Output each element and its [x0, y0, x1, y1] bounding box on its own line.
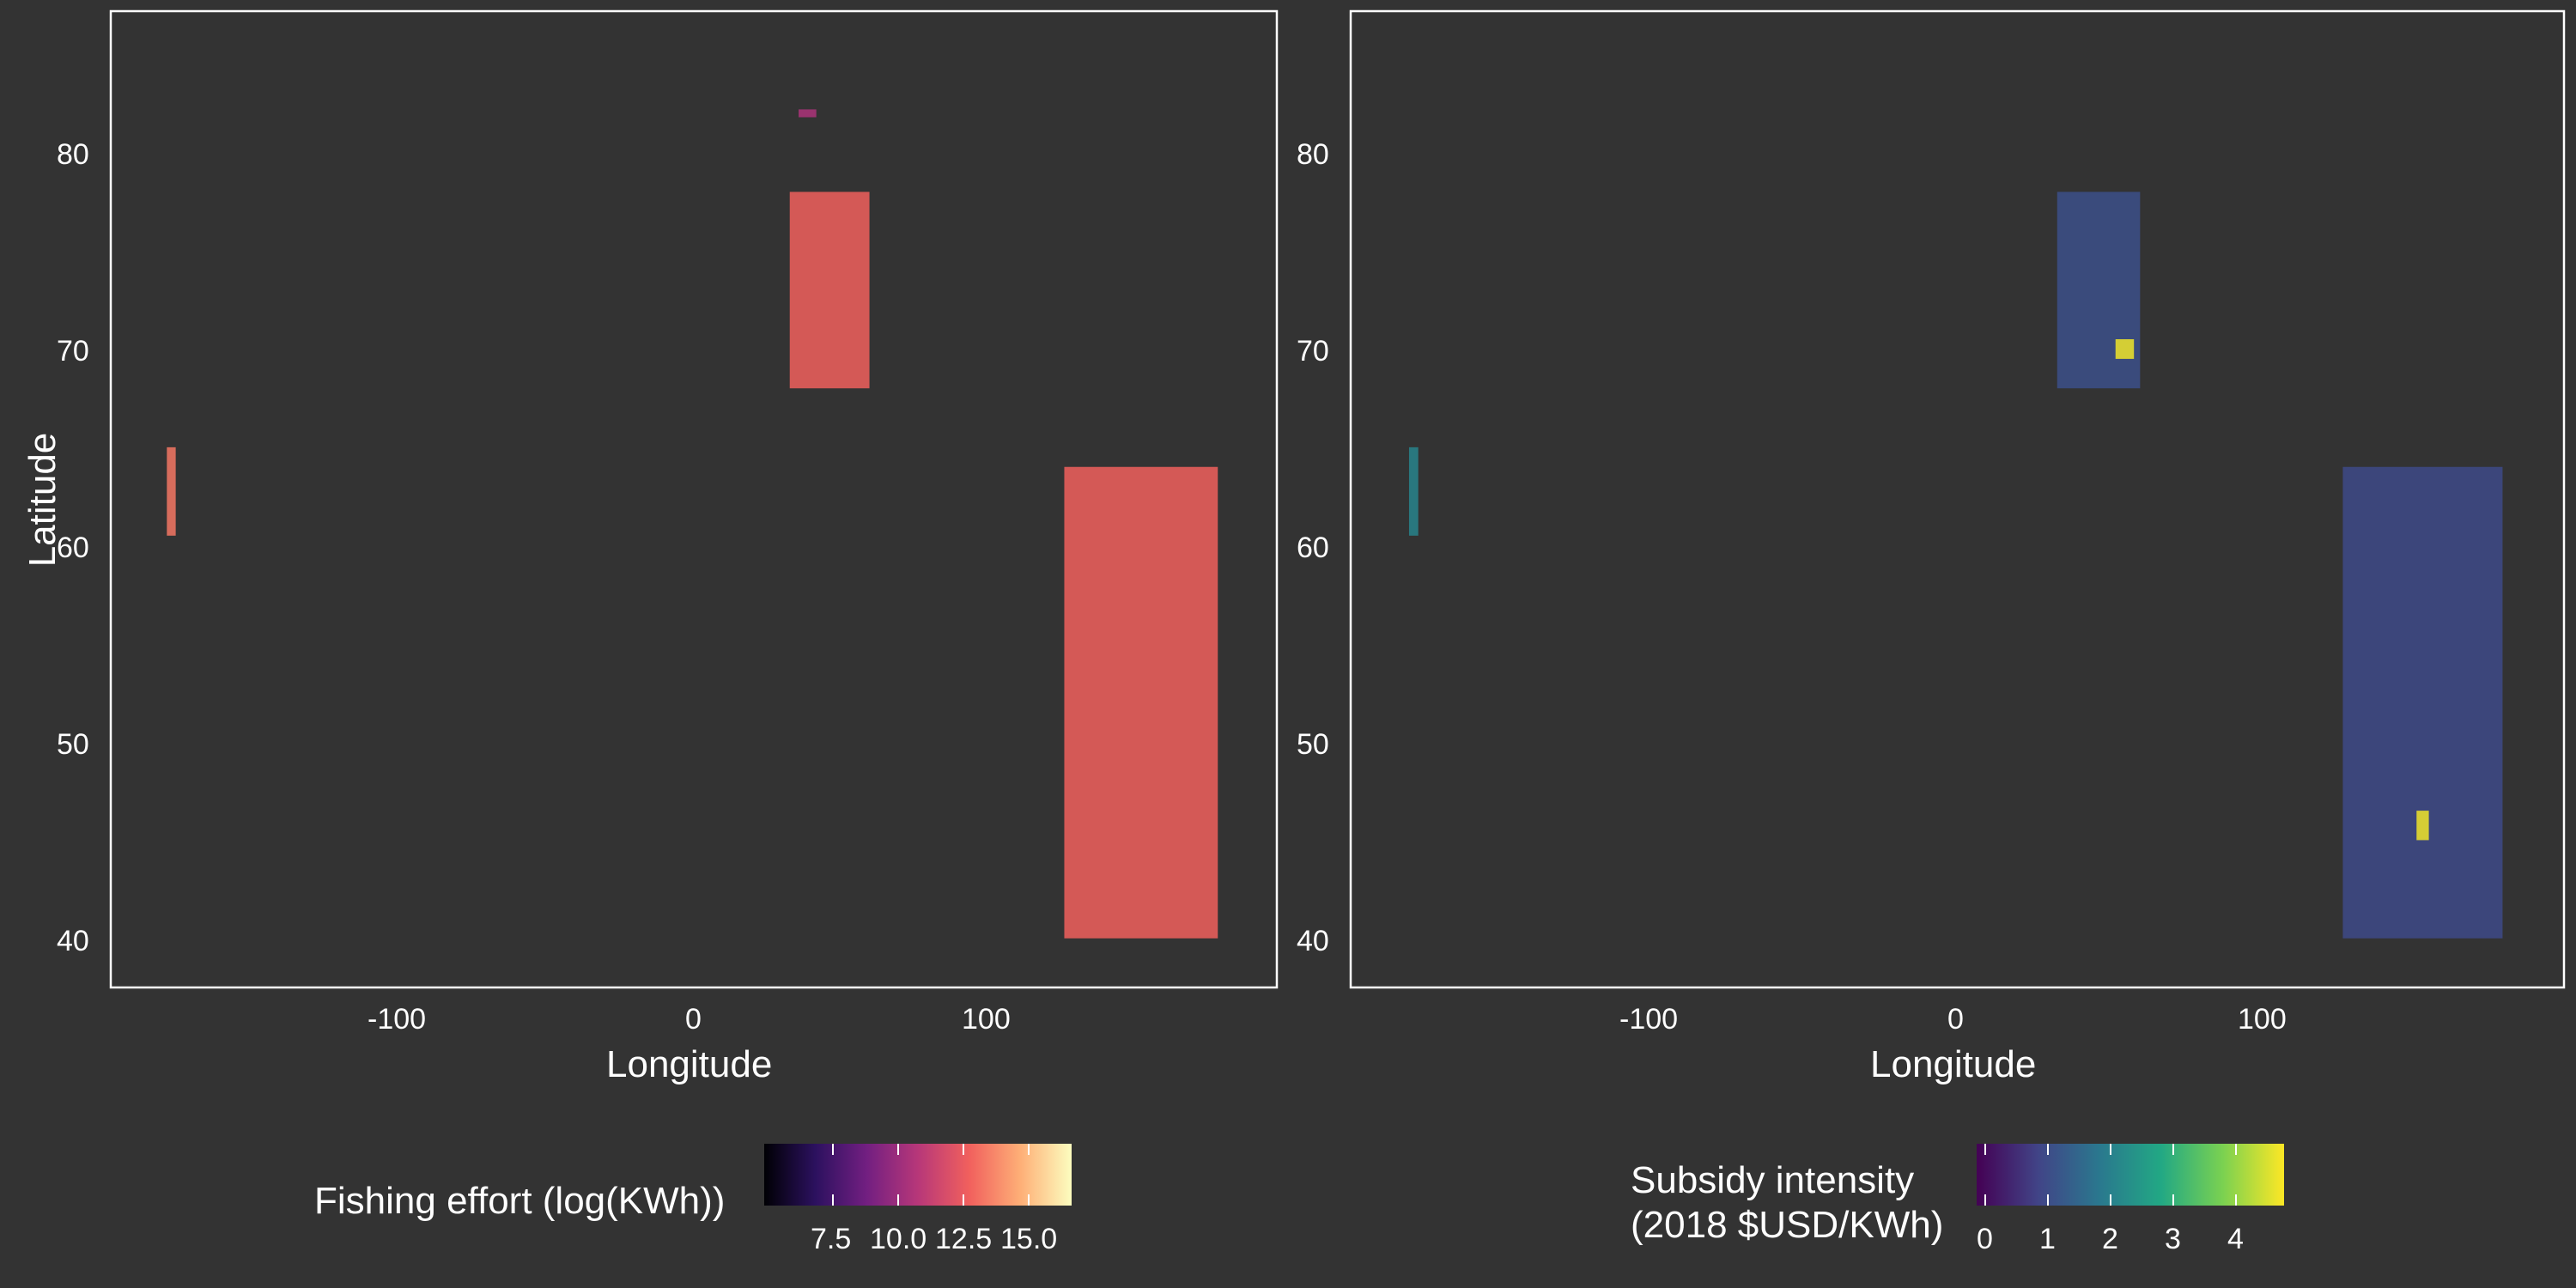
subsidy-y-tick-50: 50 — [1297, 728, 1329, 761]
subsidy-colorbar — [1977, 1144, 2284, 1206]
effort-colorbar-svg — [764, 1144, 1072, 1206]
effort-y-tick-70: 70 — [57, 335, 89, 368]
effort-region-0 — [167, 447, 176, 536]
effort-y-tick-50: 50 — [57, 728, 89, 761]
subsidy-region-1 — [2057, 191, 2141, 389]
effort-y-tick-80: 80 — [57, 138, 89, 171]
subsidy-y-tick-80: 80 — [1297, 138, 1329, 171]
effort-legend-tick-15-0: 15.0 — [1000, 1223, 1058, 1255]
effort-y-tick-40: 40 — [57, 925, 89, 957]
effort-legend-title: Fishing effort (log(KWh)) — [314, 1180, 726, 1222]
subsidy-region-4 — [2416, 811, 2429, 841]
subsidy-y-tick-60: 60 — [1297, 532, 1329, 564]
subsidy-map-panel — [1349, 9, 2566, 989]
effort-x-tick-100: 100 — [962, 1003, 1011, 1036]
effort-legend-tick-10-0: 10.0 — [870, 1223, 927, 1255]
effort-colorbar — [764, 1144, 1072, 1206]
subsidy-region-2 — [2115, 339, 2135, 359]
subsidy-legend-tick-3: 3 — [2165, 1223, 2181, 1255]
subsidy-map-data — [1408, 191, 2503, 939]
subsidy-legend-title-line2: (2018 $USD/KWh) — [1631, 1204, 1944, 1246]
effort-y-axis-title: Latitude — [21, 432, 64, 568]
subsidy-legend-tick-0: 0 — [1977, 1223, 1993, 1255]
subsidy-region-3 — [2342, 466, 2503, 939]
subsidy-y-tick-40: 40 — [1297, 925, 1329, 957]
effort-legend-tick-12-5: 12.5 — [935, 1223, 993, 1255]
effort-y-tick-60: 60 — [57, 532, 89, 564]
subsidy-colorbar-svg — [1977, 1144, 2284, 1206]
subsidy-region-0 — [1408, 447, 1419, 536]
subsidy-legend-tick-4: 4 — [2227, 1223, 2244, 1255]
effort-x-axis-title: Longitude — [606, 1043, 773, 1085]
effort-region-2 — [1064, 466, 1218, 939]
subsidy-x-tick-0: 0 — [1947, 1003, 1964, 1036]
effort-map-panel — [109, 9, 1279, 989]
subsidy-x-axis-title: Longitude — [1870, 1043, 2037, 1085]
subsidy-y-tick-70: 70 — [1297, 335, 1329, 368]
effort-region-1 — [789, 191, 870, 389]
subsidy-x-tick-minus100: -100 — [1619, 1003, 1679, 1036]
subsidy-legend-tick-2: 2 — [2102, 1223, 2118, 1255]
subsidy-x-tick-100: 100 — [2238, 1003, 2287, 1036]
effort-x-tick-minus100: -100 — [368, 1003, 427, 1036]
effort-map-data — [167, 109, 1218, 939]
effort-x-tick-0: 0 — [685, 1003, 702, 1036]
effort-legend-tick-7-5: 7.5 — [811, 1223, 852, 1255]
effort-region-3 — [799, 109, 817, 118]
subsidy-legend-tick-1: 1 — [2039, 1223, 2056, 1255]
subsidy-legend-title-line1: Subsidy intensity — [1631, 1159, 1915, 1201]
